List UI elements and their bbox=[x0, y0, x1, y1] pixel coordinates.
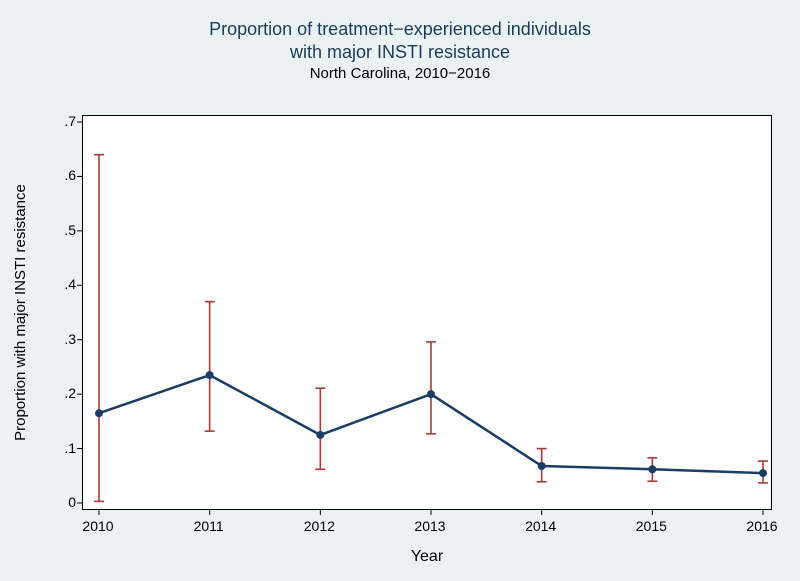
x-tick-label: 2013 bbox=[414, 518, 445, 534]
x-tick-label: 2010 bbox=[82, 518, 113, 534]
y-tick-label: .6 bbox=[26, 167, 76, 183]
chart-title-line1: Proportion of treatment−experienced indi… bbox=[0, 18, 800, 41]
y-tick-label: .7 bbox=[26, 113, 76, 129]
x-tick-label: 2015 bbox=[636, 518, 667, 534]
x-tick-label: 2016 bbox=[746, 518, 777, 534]
y-tick-label: .2 bbox=[26, 385, 76, 401]
y-tick-label: .4 bbox=[26, 276, 76, 292]
chart-subtitle: North Carolina, 2010−2016 bbox=[0, 65, 800, 82]
x-axis-title: Year bbox=[82, 548, 772, 566]
plot-svg bbox=[83, 116, 771, 509]
y-tick-label: 0 bbox=[26, 494, 76, 510]
x-tick-label: 2011 bbox=[194, 518, 224, 534]
plot-area bbox=[82, 115, 772, 510]
x-tick-label: 2014 bbox=[525, 518, 556, 534]
y-tick-label: .3 bbox=[26, 331, 76, 347]
chart-title-line2: with major INSTI resistance bbox=[0, 41, 800, 64]
x-tick-label: 2012 bbox=[304, 518, 335, 534]
y-tick-label: .1 bbox=[26, 440, 76, 456]
chart-title-block: Proportion of treatment−experienced indi… bbox=[0, 18, 800, 82]
y-tick-label: .5 bbox=[26, 222, 76, 238]
